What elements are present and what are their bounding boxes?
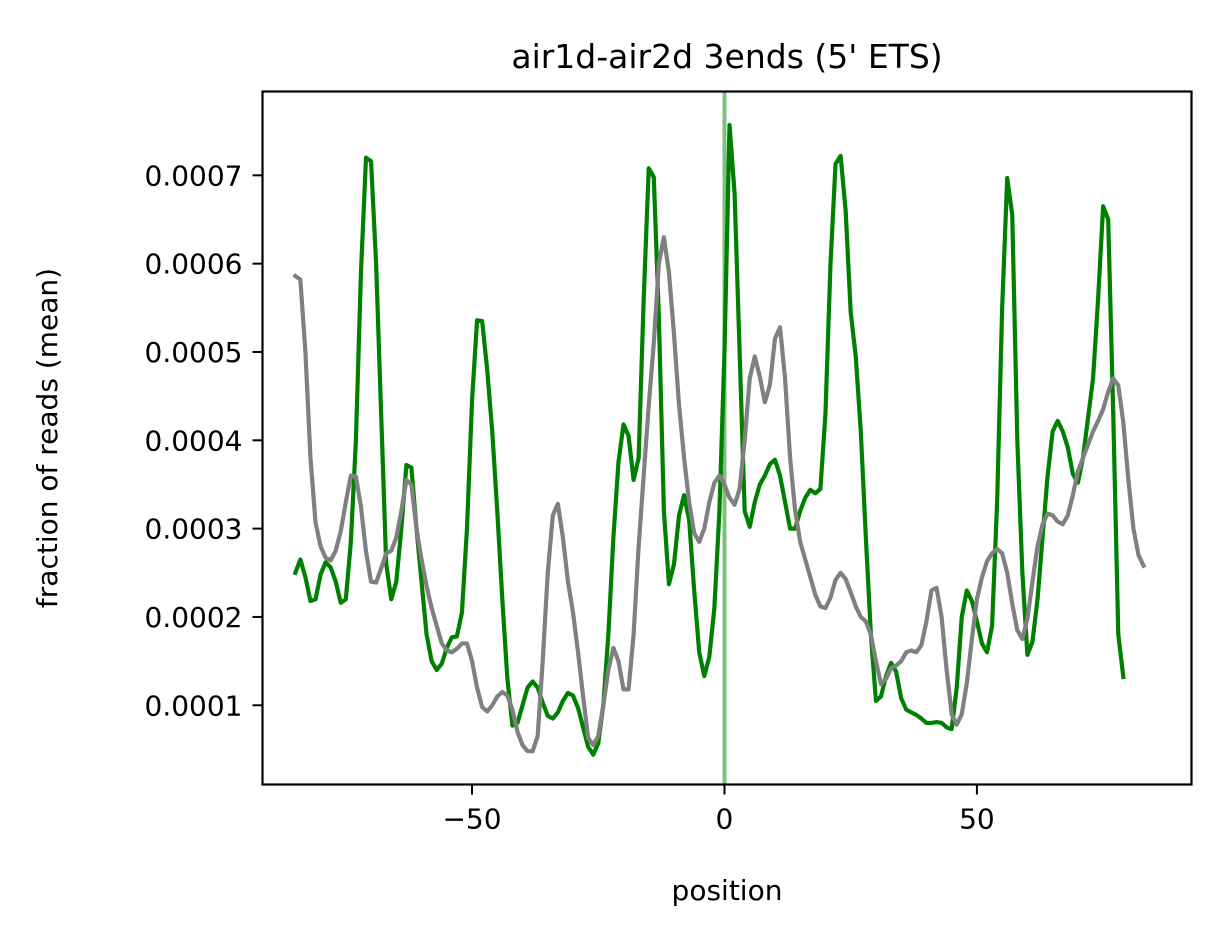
x-tick-label: 0	[716, 803, 734, 836]
x-tick-label: 50	[959, 803, 995, 836]
y-axis-title: fraction of reads (mean)	[31, 268, 64, 608]
y-tick-label: 0.0007	[145, 159, 243, 192]
y-tick-label: 0.0004	[145, 424, 243, 457]
y-tick-label: 0.0003	[145, 513, 243, 546]
series-line-2	[292, 235, 1147, 754]
plot-area	[292, 91, 1147, 785]
x-tick-label: −50	[442, 803, 501, 836]
chart-title: air1d-air2d 3ends (5' ETS)	[511, 37, 942, 76]
x-axis: −50 0 50	[442, 784, 995, 836]
x-axis-title: position	[672, 874, 783, 907]
plot-frame	[261, 90, 1193, 786]
y-tick-label: 0.0002	[145, 601, 243, 634]
y-tick-label: 0.0006	[145, 248, 243, 281]
y-tick-label: 0.0005	[145, 336, 243, 369]
y-tick-label: 0.0001	[145, 689, 243, 722]
y-axis: 0.0001 0.0002 0.0003 0.0004 0.0005 0.0006 0.00…	[145, 159, 263, 722]
series-line-1	[292, 122, 1126, 757]
